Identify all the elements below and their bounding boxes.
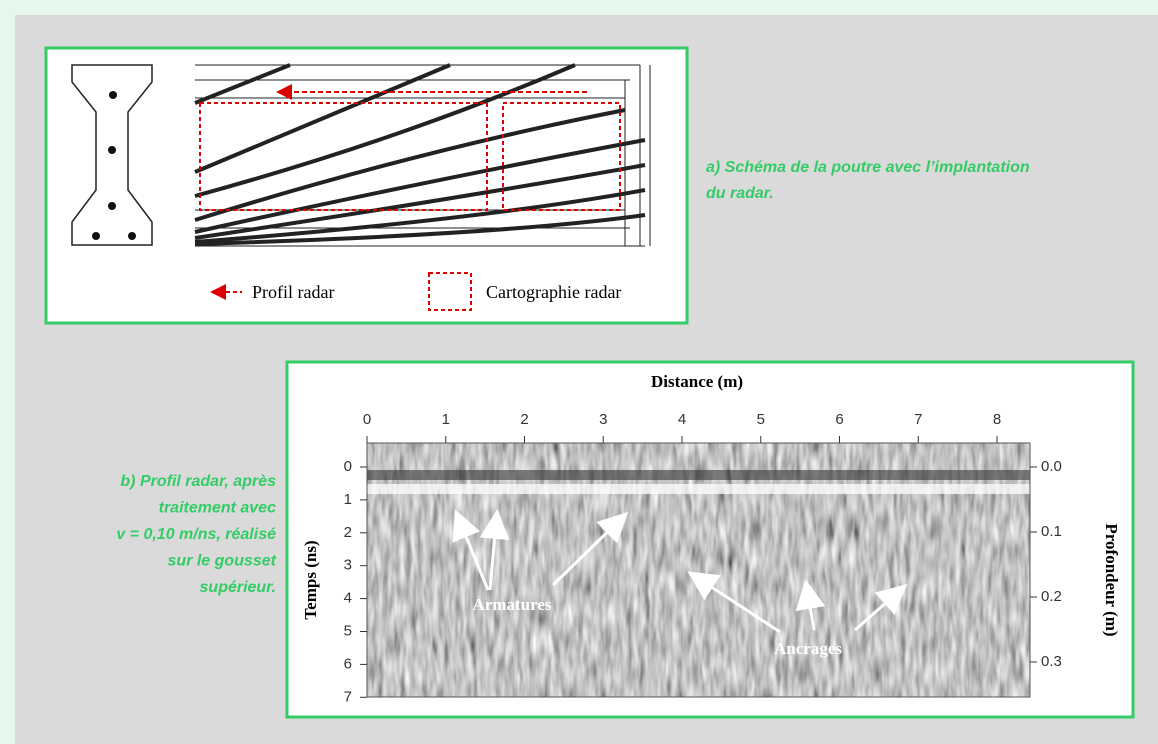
legend-label: Cartographie radar xyxy=(486,282,621,302)
y-tick-label: 6 xyxy=(344,655,352,672)
annotation: Ancrages xyxy=(774,639,842,658)
x-tick-label: 3 xyxy=(599,411,607,428)
axis-title: Temps (ns) xyxy=(301,540,320,619)
x-tick-label: 8 xyxy=(993,411,1001,428)
y-tick-label: 0 xyxy=(344,458,352,475)
annotation: Armatures xyxy=(473,595,552,614)
legend-label: Profil radar xyxy=(252,282,334,302)
caption-line: traitement avec xyxy=(159,500,276,517)
x-tick-label: 6 xyxy=(835,411,843,428)
axis-title: Profondeur (m) xyxy=(1102,523,1121,636)
y2-tick-label: 0.2 xyxy=(1041,588,1062,605)
x-tick-label: 2 xyxy=(520,411,528,428)
y-tick-label: 2 xyxy=(344,524,352,541)
y-tick-label: 5 xyxy=(344,622,352,639)
y2-tick-label: 0.1 xyxy=(1041,523,1062,540)
radargram-band xyxy=(367,484,1030,494)
y-tick-label: 3 xyxy=(344,557,352,574)
y2-tick-label: 0.3 xyxy=(1041,653,1062,670)
axis-title: Distance (m) xyxy=(651,372,743,391)
y-tick-label: 4 xyxy=(344,590,352,607)
page: Profil radar Cartographie radar a) Schém… xyxy=(0,0,1158,744)
caption-line: b) Profil radar, après xyxy=(120,473,276,490)
caption: du radar. xyxy=(706,185,774,202)
caption-line: v = 0,10 m/ns, réalisé xyxy=(116,526,276,543)
x-tick-label: 4 xyxy=(678,411,686,428)
caption: a) Schéma de la poutre avec l’implantati… xyxy=(706,159,1030,176)
panel-a: Profil radar Cartographie radar xyxy=(46,48,687,323)
y2-tick-label: 0.0 xyxy=(1041,458,1062,475)
radargram-band xyxy=(367,470,1030,480)
caption-line: supérieur. xyxy=(200,579,276,596)
x-tick-label: 5 xyxy=(757,411,765,428)
x-tick-label: 1 xyxy=(442,411,450,428)
radargram xyxy=(367,443,1030,697)
y-tick-label: 1 xyxy=(344,491,352,508)
x-tick-label: 7 xyxy=(914,411,922,428)
panel-b: Distance (m) Temps (ns) Profondeur (m) A… xyxy=(287,362,1133,717)
x-tick-label: 0 xyxy=(363,411,371,428)
caption-line: sur le gousset xyxy=(168,553,277,570)
y-tick-label: 7 xyxy=(344,688,352,705)
